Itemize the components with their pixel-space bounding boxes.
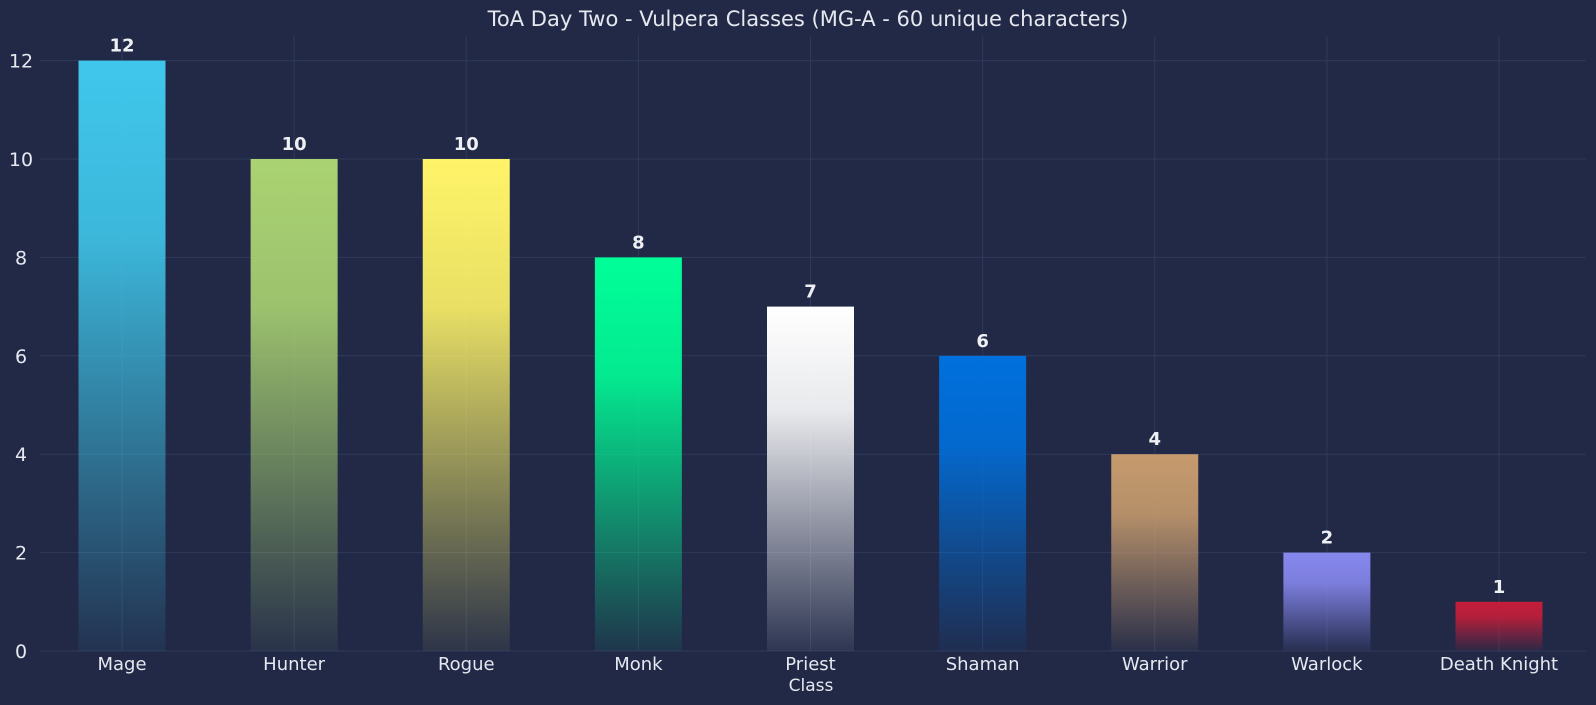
bar-rogue bbox=[422, 159, 510, 651]
x-tick-warlock: Warlock bbox=[1291, 654, 1363, 675]
value-label-priest: 7 bbox=[804, 282, 817, 303]
value-label-hunter: 10 bbox=[282, 134, 307, 155]
chart-title: ToA Day Two - Vulpera Classes (MG-A - 60… bbox=[487, 7, 1129, 31]
value-label-rogue: 10 bbox=[454, 134, 479, 155]
value-label-death-knight: 1 bbox=[1493, 577, 1506, 598]
y-tick-label: 4 bbox=[15, 444, 27, 466]
x-tick-death-knight: Death Knight bbox=[1440, 654, 1558, 675]
x-tick-warrior: Warrior bbox=[1122, 654, 1188, 675]
bar-monk bbox=[594, 257, 682, 651]
x-tick-monk: Monk bbox=[614, 654, 663, 675]
y-tick-label: 12 bbox=[9, 51, 33, 73]
value-label-shaman: 6 bbox=[976, 331, 989, 352]
y-axis-ticks: 0 2 4 6 8 10 12 bbox=[9, 51, 33, 663]
bar-priest bbox=[767, 306, 854, 651]
bar-hunter bbox=[250, 159, 338, 651]
x-tick-shaman: Shaman bbox=[946, 654, 1020, 675]
value-label-mage: 12 bbox=[109, 36, 134, 57]
bar-death-knight bbox=[1455, 601, 1543, 651]
bar-warlock bbox=[1283, 552, 1371, 651]
x-axis-ticks: Mage Hunter Rogue Monk Priest Shaman Warrior Wa… bbox=[97, 654, 1558, 675]
x-tick-hunter: Hunter bbox=[263, 654, 325, 675]
bars bbox=[78, 60, 1543, 652]
value-label-warrior: 4 bbox=[1148, 429, 1161, 450]
value-label-warlock: 2 bbox=[1321, 528, 1334, 549]
y-tick-label: 8 bbox=[15, 247, 27, 269]
y-tick-label: 2 bbox=[15, 543, 27, 565]
x-tick-priest: Priest bbox=[785, 654, 835, 675]
y-tick-label: 10 bbox=[9, 149, 33, 171]
y-tick-label: 0 bbox=[15, 641, 27, 663]
bar-shaman bbox=[939, 355, 1027, 651]
value-labels: 12 10 10 8 7 6 4 2 1 bbox=[109, 36, 1505, 598]
x-axis-label: Class bbox=[789, 676, 834, 696]
x-tick-rogue: Rogue bbox=[438, 654, 495, 675]
y-tick-label: 6 bbox=[15, 346, 27, 368]
bar-warrior bbox=[1111, 454, 1199, 651]
value-label-monk: 8 bbox=[632, 232, 645, 253]
x-tick-mage: Mage bbox=[97, 654, 146, 675]
bar-mage bbox=[78, 60, 166, 652]
